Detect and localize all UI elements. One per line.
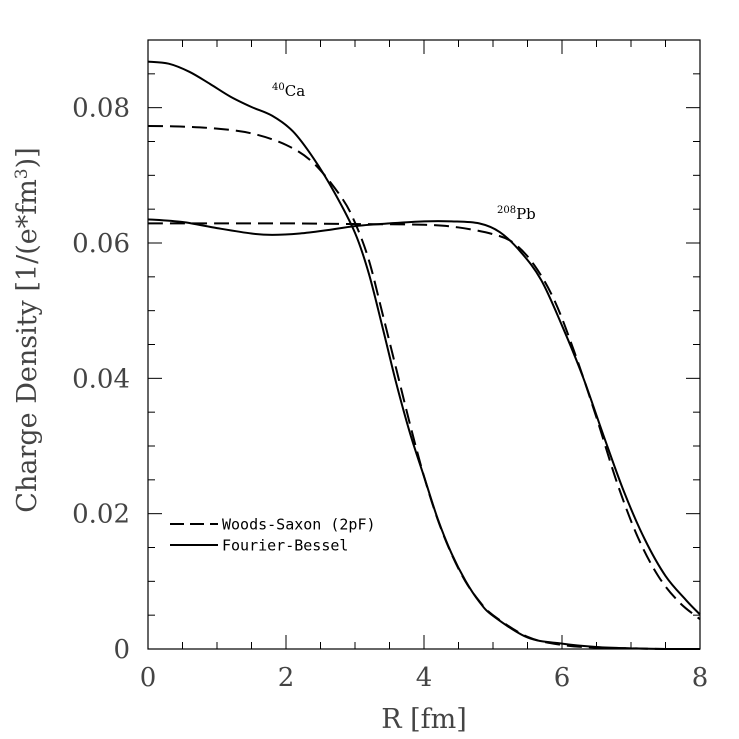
series-line-ca-woods-saxon xyxy=(147,124,701,651)
y-tick-label: 0 xyxy=(113,635,130,665)
x-axis-title: R [fm] xyxy=(381,704,467,735)
legend-label-woods-saxon: Woods-Saxon (2pF) xyxy=(222,516,376,534)
y-tick-label: 0.02 xyxy=(72,500,130,530)
x-tick-label: 2 xyxy=(278,663,295,693)
x-tick-label: 0 xyxy=(140,663,157,693)
annotation-ca: 40Ca xyxy=(272,82,305,100)
x-tick-label: 4 xyxy=(416,663,433,693)
legend-label-fourier-bessel: Fourier-Bessel xyxy=(222,537,348,555)
legend: Woods-Saxon (2pF) Fourier-Bessel xyxy=(170,516,376,555)
y-tick-label: 0.04 xyxy=(72,364,130,394)
series-line-pb-woods-saxon xyxy=(148,222,701,621)
y-tick-label: 0.06 xyxy=(72,229,130,259)
series-line-ca-fourier-bessel xyxy=(147,60,701,651)
series-layer xyxy=(147,60,701,651)
plot-frame xyxy=(147,39,701,650)
series-line-pb-fourier-bessel xyxy=(147,218,701,616)
y-axis-title: Charge Density [1/(e*fm3)] xyxy=(12,147,43,512)
axis-ticks xyxy=(147,39,701,650)
x-tick-label: 8 xyxy=(692,663,709,693)
annotation-pb: 208Pb xyxy=(497,205,536,223)
x-tick-label: 6 xyxy=(554,663,571,693)
y-tick-label: 0.08 xyxy=(72,94,130,124)
tick-labels: 0 2 4 6 8 0 0.02 0.04 0.06 0.08 xyxy=(72,94,708,693)
